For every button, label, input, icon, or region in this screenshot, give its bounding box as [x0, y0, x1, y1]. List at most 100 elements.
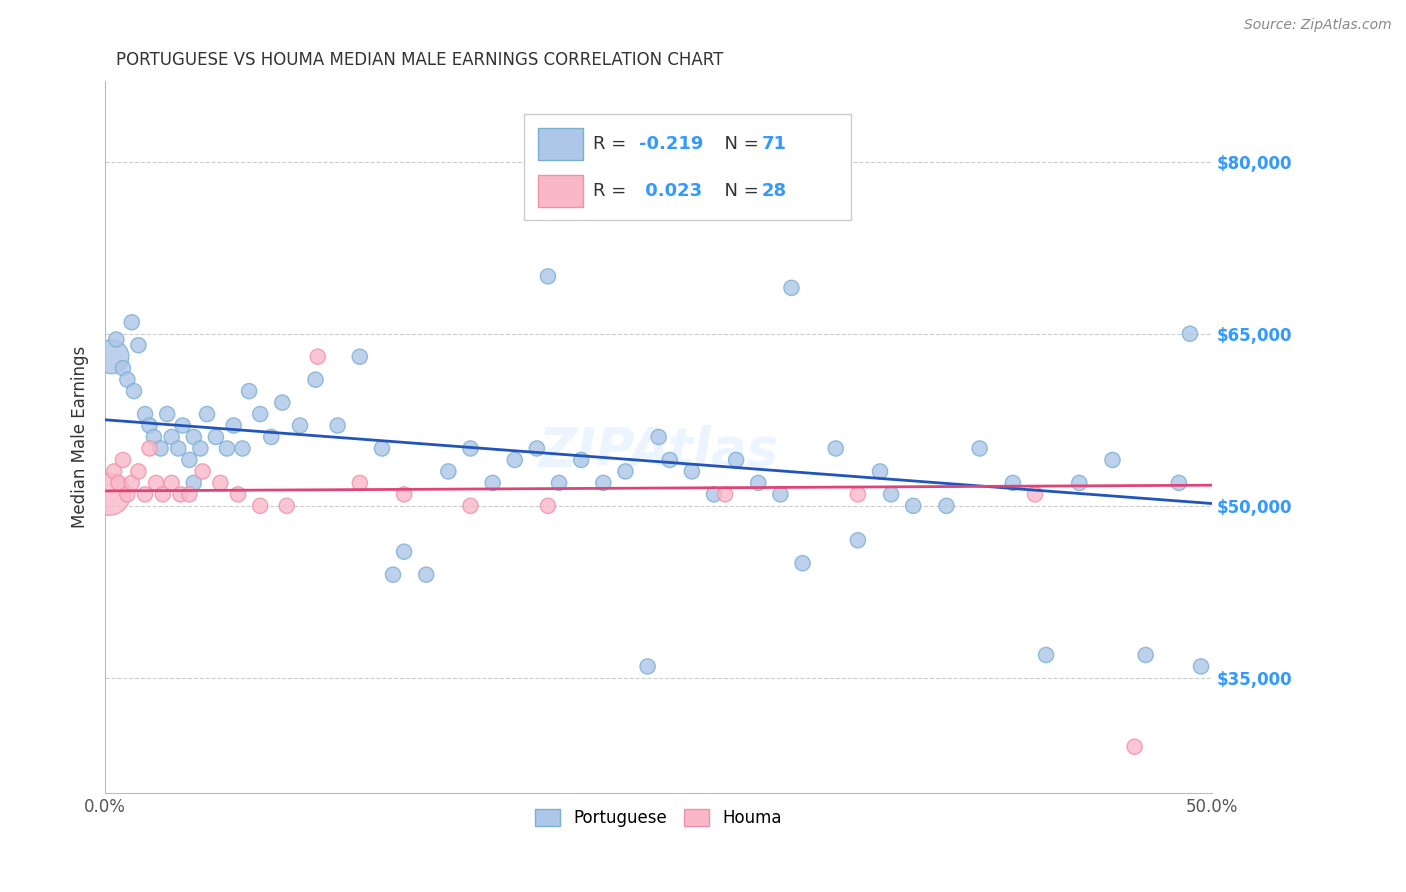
Point: [1101, 453, 1123, 467]
Point: [134, 407, 156, 421]
Point: [481, 475, 503, 490]
Point: [548, 475, 571, 490]
Point: [503, 453, 526, 467]
Point: [111, 453, 134, 467]
Point: [160, 430, 183, 444]
Legend: Portuguese, Houma: Portuguese, Houma: [529, 803, 789, 834]
Point: [105, 333, 128, 347]
Point: [121, 315, 143, 329]
Point: [134, 487, 156, 501]
Point: [127, 338, 149, 352]
Text: R =: R =: [593, 182, 633, 200]
Point: [183, 430, 205, 444]
Point: [437, 464, 460, 478]
Text: Source: ZipAtlas.com: Source: ZipAtlas.com: [1244, 18, 1392, 32]
Point: [637, 659, 659, 673]
Point: [169, 487, 191, 501]
Point: [222, 418, 245, 433]
Point: [167, 442, 190, 456]
Point: [107, 475, 129, 490]
Point: [276, 499, 298, 513]
Text: R =: R =: [593, 135, 633, 153]
Point: [156, 407, 179, 421]
Point: [271, 395, 294, 409]
Text: 0.023: 0.023: [640, 182, 703, 200]
Point: [122, 384, 145, 398]
Point: [138, 418, 160, 433]
Point: [145, 475, 167, 490]
Point: [869, 464, 891, 478]
Text: -0.219: -0.219: [640, 135, 704, 153]
Point: [249, 499, 271, 513]
Point: [1178, 326, 1201, 341]
Point: [1135, 648, 1157, 662]
Point: [460, 499, 482, 513]
Point: [190, 442, 212, 456]
Point: [249, 407, 271, 421]
Point: [880, 487, 903, 501]
Point: [172, 418, 194, 433]
Point: [526, 442, 548, 456]
Point: [382, 567, 405, 582]
Point: [1167, 475, 1189, 490]
Point: [935, 499, 957, 513]
Point: [392, 545, 415, 559]
Point: [260, 430, 283, 444]
Point: [179, 487, 201, 501]
Point: [191, 464, 214, 478]
Point: [415, 567, 437, 582]
Point: [304, 373, 326, 387]
Text: 71: 71: [762, 135, 787, 153]
Point: [121, 475, 143, 490]
Point: [288, 418, 311, 433]
Point: [792, 556, 814, 570]
Point: [614, 464, 637, 478]
Text: PORTUGUESE VS HOUMA MEDIAN MALE EARNINGS CORRELATION CHART: PORTUGUESE VS HOUMA MEDIAN MALE EARNINGS…: [117, 51, 724, 69]
Point: [1123, 739, 1146, 754]
Text: N =: N =: [713, 182, 763, 200]
Point: [846, 533, 869, 548]
Point: [149, 442, 172, 456]
Point: [824, 442, 846, 456]
Point: [215, 442, 238, 456]
Point: [537, 499, 560, 513]
Point: [127, 464, 149, 478]
Point: [349, 350, 371, 364]
Point: [101, 350, 124, 364]
Point: [392, 487, 415, 501]
Point: [209, 475, 232, 490]
Point: [703, 487, 725, 501]
Point: [903, 499, 925, 513]
Point: [195, 407, 218, 421]
Point: [1069, 475, 1091, 490]
Point: [142, 430, 165, 444]
Point: [769, 487, 792, 501]
Point: [117, 487, 139, 501]
Point: [592, 475, 614, 490]
Point: [326, 418, 349, 433]
Point: [205, 430, 228, 444]
Point: [226, 487, 249, 501]
Text: ZIPAtlas: ZIPAtlas: [538, 425, 779, 477]
Point: [179, 453, 201, 467]
Point: [138, 442, 160, 456]
Point: [117, 373, 139, 387]
Point: [349, 475, 371, 490]
Point: [160, 475, 183, 490]
Point: [780, 281, 803, 295]
Point: [658, 453, 681, 467]
Point: [152, 487, 174, 501]
Point: [183, 475, 205, 490]
Point: [537, 269, 560, 284]
Point: [681, 464, 703, 478]
Point: [569, 453, 592, 467]
Point: [371, 442, 394, 456]
Point: [1024, 487, 1046, 501]
Point: [747, 475, 769, 490]
Text: 28: 28: [762, 182, 787, 200]
Point: [98, 487, 121, 501]
Point: [1189, 659, 1212, 673]
Point: [238, 384, 260, 398]
Point: [307, 350, 329, 364]
Point: [1001, 475, 1024, 490]
